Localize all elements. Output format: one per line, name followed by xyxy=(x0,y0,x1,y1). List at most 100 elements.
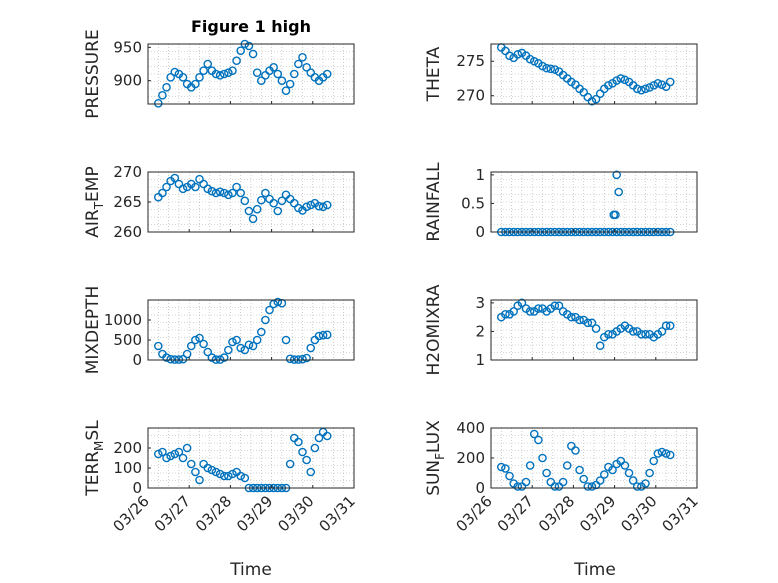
data-point xyxy=(153,99,163,108)
data-point xyxy=(612,170,621,180)
y-tick-label: 0 xyxy=(475,479,485,497)
x-tick-label: 03/30 xyxy=(617,492,660,535)
data-point xyxy=(261,315,270,325)
data-point xyxy=(162,83,171,92)
data-point xyxy=(158,447,167,457)
data-point xyxy=(571,446,580,455)
data-point xyxy=(281,335,291,345)
data-point xyxy=(228,188,237,198)
data-point xyxy=(314,331,324,341)
x-tick-label: 03/28 xyxy=(192,492,235,535)
data-point xyxy=(653,449,663,458)
data-point xyxy=(637,329,646,339)
axes-frame xyxy=(147,299,355,361)
data-point xyxy=(261,188,270,198)
data-point xyxy=(178,73,188,82)
data-point xyxy=(657,80,667,89)
data-point xyxy=(529,429,539,439)
data-point xyxy=(608,465,617,475)
data-point xyxy=(645,83,654,92)
data-point xyxy=(211,188,221,198)
x-tick-label: 03/28 xyxy=(535,492,578,535)
data-point xyxy=(199,339,208,349)
x-tick-label: 03/26 xyxy=(110,492,153,535)
data-point xyxy=(166,73,175,82)
data-point xyxy=(285,354,295,364)
x-tick-label: 03/31 xyxy=(316,492,359,535)
data-point xyxy=(228,337,237,347)
data-point xyxy=(538,453,547,463)
y-tick-label: 0 xyxy=(132,351,142,369)
data-point xyxy=(558,477,568,487)
data-point xyxy=(505,51,514,61)
data-point xyxy=(579,474,589,484)
data-point xyxy=(595,341,605,351)
data-point xyxy=(162,353,171,362)
data-point xyxy=(322,69,332,79)
data-point xyxy=(562,461,572,470)
y-tick-label: 1 xyxy=(475,166,485,184)
y-axis-label: AIRTEMP xyxy=(83,166,106,237)
data-point xyxy=(657,327,667,336)
data-point xyxy=(219,188,229,198)
data-point xyxy=(273,69,283,79)
data-point xyxy=(186,459,196,469)
x-tick-label: 03/29 xyxy=(576,492,619,535)
data-point xyxy=(302,455,311,465)
data-point xyxy=(554,301,564,311)
data-point xyxy=(595,476,605,485)
data-point xyxy=(203,59,213,69)
data-point xyxy=(224,190,233,200)
data-point xyxy=(277,196,287,206)
data-point xyxy=(665,77,675,87)
y-axis-label: H2OMIXRA xyxy=(424,284,444,375)
data-point xyxy=(583,318,593,328)
panel-6: 1 2 3 H2OMIXRA xyxy=(424,284,698,376)
data-point xyxy=(529,56,539,66)
data-point xyxy=(575,465,584,475)
data-point xyxy=(591,94,601,104)
data-point xyxy=(587,482,597,491)
data-point xyxy=(302,353,311,363)
y-tick-label: 260 xyxy=(113,223,142,241)
data-point xyxy=(302,63,311,72)
data-point xyxy=(215,469,225,479)
panel-4: 0 0.5 1 RAINFALL xyxy=(424,162,698,242)
data-point xyxy=(322,330,332,340)
y-tick-label: 0 xyxy=(132,479,142,497)
data-point xyxy=(273,297,283,307)
data-point xyxy=(153,341,163,351)
axes-frame xyxy=(490,171,698,233)
data-point xyxy=(252,335,262,345)
data-point xyxy=(534,435,543,445)
data-point xyxy=(501,464,510,473)
axes-frame xyxy=(490,299,698,361)
data-point xyxy=(587,318,597,328)
data-point xyxy=(256,195,266,205)
data-point xyxy=(236,46,245,55)
data-point xyxy=(170,67,180,77)
data-point xyxy=(158,188,167,198)
data-point xyxy=(182,443,192,453)
data-point xyxy=(195,73,204,82)
y-axis-label: MIXDEPTH xyxy=(83,286,103,375)
data-point xyxy=(632,84,642,94)
data-point xyxy=(583,482,593,491)
data-point xyxy=(318,330,328,340)
y-tick-label: 0.5 xyxy=(461,194,485,212)
panel-2: 270 275 THETA xyxy=(424,43,698,106)
data-point xyxy=(207,465,217,475)
data-point xyxy=(236,343,245,353)
data-point xyxy=(195,475,204,485)
data-point xyxy=(641,329,650,339)
data-point xyxy=(182,349,192,359)
data-point xyxy=(166,451,175,461)
y-tick-label: 500 xyxy=(113,331,142,349)
data-point xyxy=(550,65,560,74)
data-point xyxy=(637,85,646,95)
data-point xyxy=(285,459,295,469)
data-point xyxy=(199,66,208,75)
y-tick-label: 1000 xyxy=(104,311,142,329)
data-point xyxy=(211,467,221,477)
y-tick-label: 265 xyxy=(113,193,142,211)
